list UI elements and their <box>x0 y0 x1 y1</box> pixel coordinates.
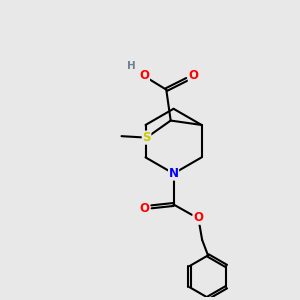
Text: S: S <box>142 131 151 144</box>
Text: H: H <box>128 61 136 71</box>
Text: N: N <box>169 167 178 180</box>
Text: O: O <box>188 69 198 82</box>
Text: O: O <box>140 202 149 215</box>
Text: O: O <box>193 211 203 224</box>
Text: O: O <box>140 69 149 82</box>
